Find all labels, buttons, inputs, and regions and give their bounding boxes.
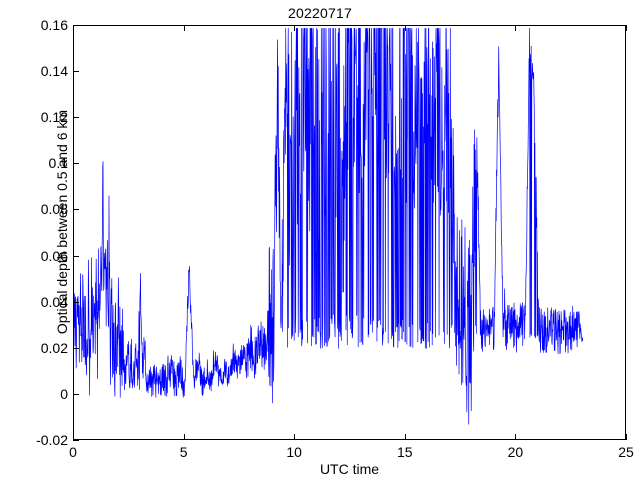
x-axis-tick-label: 10 <box>286 444 302 460</box>
y-axis-tick-mark <box>73 25 79 26</box>
y-axis-tick-label: 0.14 <box>40 63 68 80</box>
x-axis-tick-label: 5 <box>179 444 188 460</box>
x-axis-tick-mark-top <box>183 25 185 31</box>
data-line-svg <box>74 27 584 425</box>
y-axis-tick-mark <box>73 209 79 211</box>
y-axis-tick-mark <box>73 393 79 395</box>
x-axis-tick-mark <box>515 434 517 440</box>
x-axis-tick-label: 25 <box>618 444 634 460</box>
x-axis-tick-mark-top <box>515 25 517 31</box>
x-axis-tick-label: 15 <box>397 444 413 460</box>
y-axis-tick-mark <box>73 71 79 73</box>
y-axis-tick-label: 0.12 <box>40 109 68 126</box>
y-axis-tick-label: 0.06 <box>40 247 68 264</box>
y-axis-tick-mark <box>73 301 79 303</box>
x-axis-tick-mark <box>73 434 74 440</box>
y-axis-tick-mark <box>73 440 79 441</box>
x-axis-tick-mark <box>626 434 627 440</box>
y-axis-tick-label: -0.02 <box>36 432 68 448</box>
y-axis-tick-label: 0.1 <box>48 155 68 172</box>
y-axis-tick-label: 0 <box>60 385 68 402</box>
y-axis-tick-mark <box>73 117 79 119</box>
x-axis-tick-mark <box>294 434 296 440</box>
x-axis-tick-label: 0 <box>69 444 77 460</box>
y-axis-tick-label: 0.02 <box>40 339 68 356</box>
y-axis-tick-label: 0.16 <box>40 17 68 33</box>
y-axis-tick-mark <box>73 255 79 257</box>
x-axis-tick-mark-top <box>626 25 627 31</box>
y-axis-tick-label: 0.08 <box>40 201 68 218</box>
x-axis-tick-mark-top <box>404 25 406 31</box>
x-axis-tick-mark <box>183 434 185 440</box>
x-axis-tick-label: 20 <box>507 444 524 460</box>
x-axis-label: UTC time <box>319 461 380 477</box>
chart-title: 20220717 <box>288 5 352 21</box>
y-axis-tick-mark <box>73 163 79 165</box>
x-axis-tick-mark-top <box>73 25 74 31</box>
plot-area <box>73 25 626 440</box>
data-series-line <box>74 27 584 425</box>
y-axis-tick-mark <box>73 347 79 349</box>
x-axis-tick-mark-top <box>294 25 296 31</box>
x-axis-tick-mark <box>404 434 406 440</box>
y-axis-tick-label: 0.04 <box>40 293 68 310</box>
y-axis-tick-labels: -0.02 0 0.02 0.04 0.06 0.08 0.1 0.12 0.14 0.16 <box>0 0 68 480</box>
